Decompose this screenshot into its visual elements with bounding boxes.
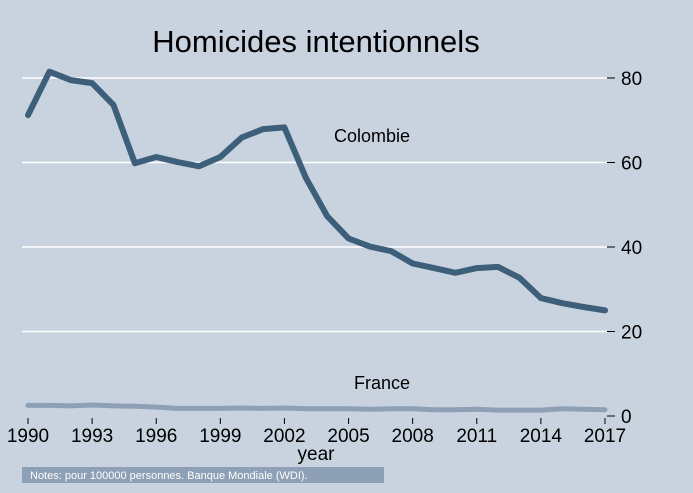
chart-title: Homicides intentionnels [152,24,479,59]
x-tick-label-1999: 1999 [199,426,241,447]
gridlines [22,77,607,333]
series-line-colombie [25,68,608,314]
x-tick-label-2011: 2011 [456,426,497,447]
x-tick-label-2002: 2002 [263,426,305,447]
y-tick-label-40: 40 [621,238,642,259]
series-label-france: France [354,373,410,393]
notes-text: Notes: pour 100000 personnes. Banque Mon… [30,470,308,482]
y-tick-label-20: 20 [621,323,642,344]
notes-box: Notes: pour 100000 personnes. Banque Mon… [22,467,384,483]
y-tick-label-80: 80 [621,69,642,90]
x-tick-label-2014: 2014 [520,426,563,447]
series-lines [25,68,608,413]
y-axis: 0 20 40 60 80 [607,69,642,428]
x-tick-label-2005: 2005 [327,426,369,447]
y-tick-label-0: 0 [621,407,632,428]
x-tick-label-2008: 2008 [392,426,434,447]
series-line-france [25,402,608,413]
x-tick-label-1993: 1993 [71,426,113,447]
notes-background [22,467,384,483]
y-tick-label-60: 60 [621,154,642,175]
series-label-colombie: Colombie [334,126,410,146]
x-tick-label-1990: 1990 [7,426,49,447]
x-tick-label-1996: 1996 [135,426,177,447]
x-axis-title: year [298,444,336,465]
x-axis: 1990 1993 1996 1999 2002 2005 2008 2011 2014 2017 [7,418,626,447]
x-tick-label-2017: 2017 [584,426,626,447]
